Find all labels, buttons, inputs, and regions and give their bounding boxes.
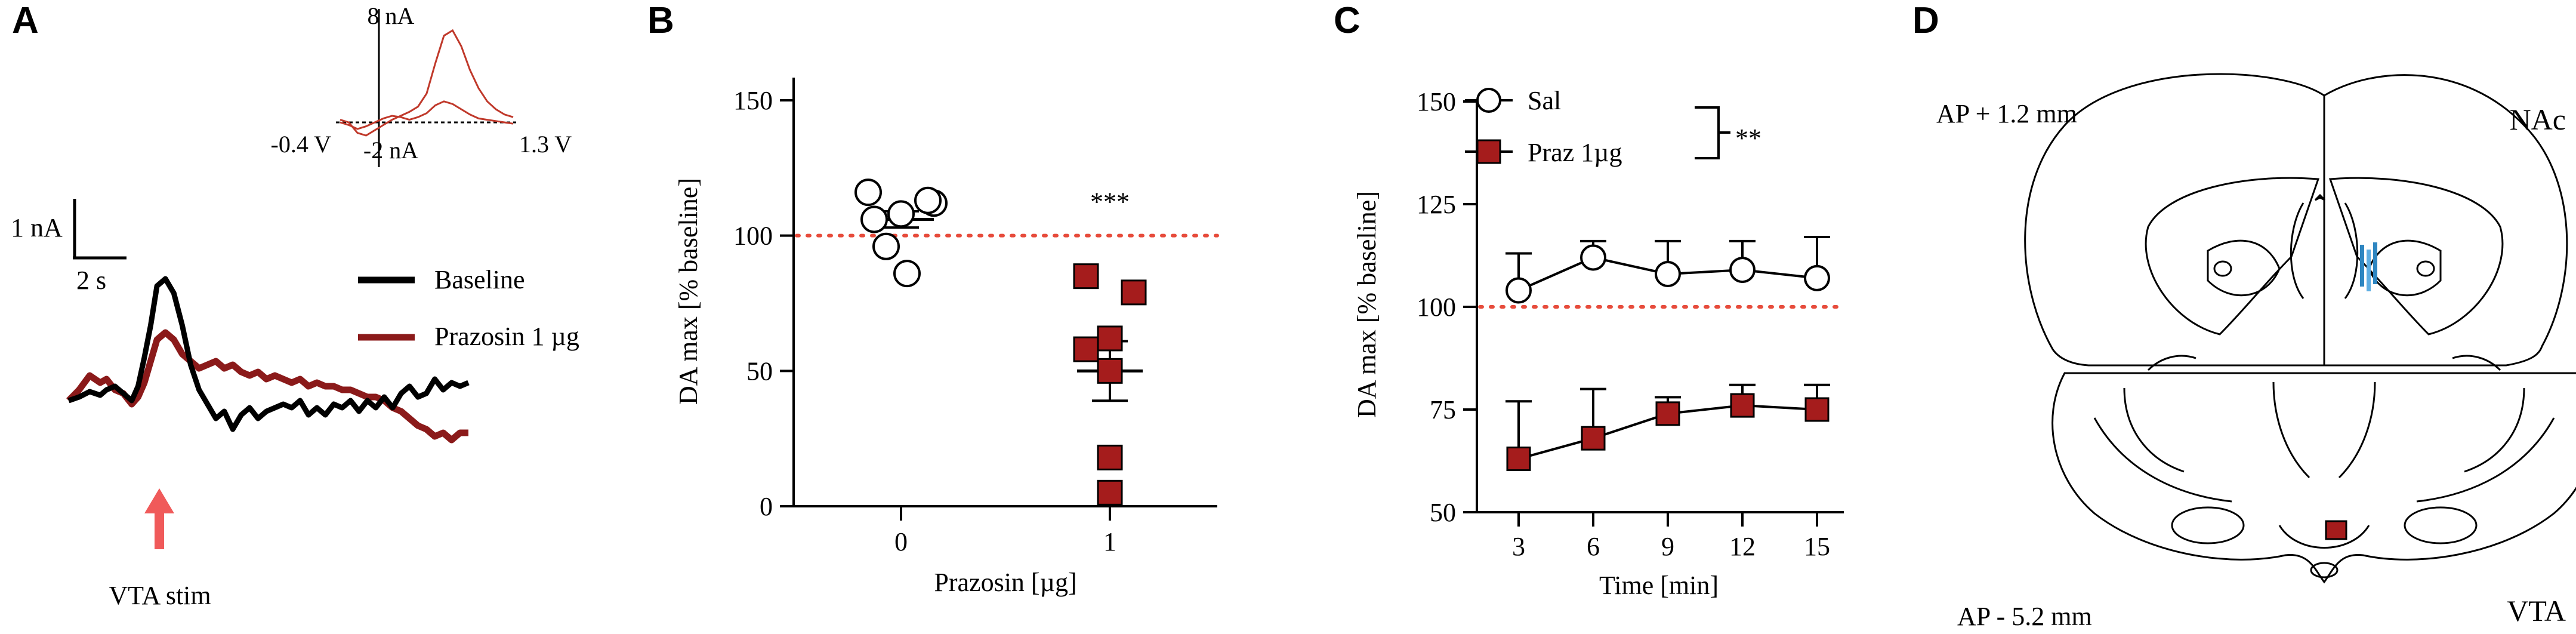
panel-label-c: C [1334, 0, 1361, 41]
probe-placement-nac [2360, 242, 2377, 291]
c-point-praz [1655, 401, 1680, 426]
c-y-tick-label: 125 [1417, 190, 1456, 219]
scale-bar-y-label: 1 nA [11, 213, 63, 242]
c-series [1506, 236, 1830, 472]
b-y-tick-label: 0 [760, 492, 773, 521]
b-point [1097, 358, 1123, 384]
d-bottom-left-label: AP - 5.2 mm [1957, 602, 2092, 631]
b-significance: *** [1090, 187, 1130, 217]
panel-label-d: D [1912, 0, 1939, 41]
inset-series-baseline [340, 100, 514, 130]
b-point [1121, 279, 1147, 306]
b-point [1097, 325, 1123, 352]
legend-label-praz: Praz 1µg [1528, 138, 1622, 167]
panel-label-b: B [647, 0, 674, 41]
b-y-label: DA max [% baseline] [674, 178, 703, 405]
b-point [1073, 263, 1099, 290]
b-x-tick-label: 0 [894, 527, 908, 556]
trace-baseline [67, 276, 470, 432]
c-y-ticks: 50 75 100 125 150 [1417, 87, 1477, 527]
d-top-left-label: AP + 1.2 mm [1936, 99, 2077, 128]
legend-label-sal: Sal [1528, 86, 1561, 115]
c-y-tick-label: 100 [1417, 293, 1456, 322]
probe-placement-vta [2325, 520, 2347, 540]
c-point-praz [1506, 447, 1531, 472]
scale-bar-x-label: 2 s [76, 266, 106, 295]
b-y-tick-label: 50 [746, 356, 773, 386]
c-point-sal [1804, 264, 1830, 291]
b-points [854, 178, 1147, 506]
b-point [887, 200, 915, 228]
b-y-ticks: 0 50 100 150 [733, 86, 794, 521]
inset-x-left-label: -0.4 V [271, 131, 332, 158]
brain-outline [2024, 73, 2576, 584]
c-significance: ** [1735, 124, 1761, 153]
c-x-tick-label: 12 [1729, 532, 1756, 561]
b-point [872, 232, 900, 260]
b-point [914, 186, 942, 214]
c-x-ticks: 3 6 9 12 15 [1512, 512, 1830, 561]
panel-d-brain-atlas: AP + 1.2 mm NAc AP - 5.2 mm VTA [1936, 73, 2576, 631]
c-y-label: DA max [% baseline] [1352, 191, 1381, 418]
inset-y-top-label: 8 nA [368, 2, 415, 29]
legend-label-baseline: Baseline [434, 265, 525, 294]
c-y-tick-label: 75 [1430, 395, 1456, 424]
c-point-praz [1730, 393, 1755, 418]
vta-stim-arrow [144, 488, 174, 549]
b-y-tick-label: 100 [733, 221, 773, 251]
inset-series-prazosin [340, 29, 514, 137]
b-point [1097, 444, 1123, 470]
legend-marker-sal [1476, 88, 1501, 113]
trace-prazosin [66, 329, 468, 444]
c-point-praz [1581, 426, 1606, 451]
b-x-label: Prazosin [µg] [934, 568, 1076, 597]
b-point [1097, 479, 1123, 506]
c-point-sal [1729, 257, 1756, 284]
c-point-sal [1655, 260, 1681, 287]
b-point [1073, 336, 1099, 362]
c-y-tick-label: 150 [1417, 87, 1456, 116]
panel-label-a: A [12, 0, 39, 41]
c-x-tick-label: 3 [1512, 532, 1525, 561]
legend-label-prazosin: Prazosin 1 µg [434, 322, 579, 351]
stim-label: VTA stim [109, 581, 211, 610]
c-y-tick-label: 50 [1430, 498, 1456, 527]
inset-y-bottom-label: -2 nA [363, 137, 418, 164]
significance-bracket [1695, 106, 1720, 159]
b-y-tick-label: 150 [733, 86, 773, 115]
c-x-tick-label: 9 [1661, 532, 1674, 561]
b-point [893, 260, 921, 288]
b-point [854, 178, 882, 207]
c-x-tick-label: 6 [1587, 532, 1600, 561]
c-point-sal [1506, 277, 1532, 304]
scale-bar: 1 nA 2 s [11, 199, 127, 295]
c-point-praz [1804, 397, 1830, 422]
legend-marker-praz [1476, 139, 1501, 164]
c-x-label: Time [min] [1599, 571, 1719, 600]
c-point-sal [1580, 244, 1606, 271]
inset-x-right-label: 1.3 V [519, 131, 572, 158]
inset-voltammogram: 8 nA -2 nA -0.4 V 1.3 V [271, 2, 572, 167]
d-bottom-right-label: VTA [2507, 594, 2566, 627]
legend-a: Baseline Prazosin 1 µg [358, 265, 579, 351]
b-point [860, 205, 888, 233]
panel-a-trace: 8 nA -2 nA -0.4 V 1.3 V 1 nA 2 s Baselin… [11, 2, 579, 610]
panel-c-line: 50 75 100 125 150 3 6 9 12 15 Sal Praz 1µg ** Ti… [1352, 86, 1846, 600]
c-x-tick-label: 15 [1804, 532, 1830, 561]
legend-c: Sal Praz 1µg ** [1465, 86, 1761, 167]
b-x-tick-label: 1 [1103, 527, 1116, 556]
